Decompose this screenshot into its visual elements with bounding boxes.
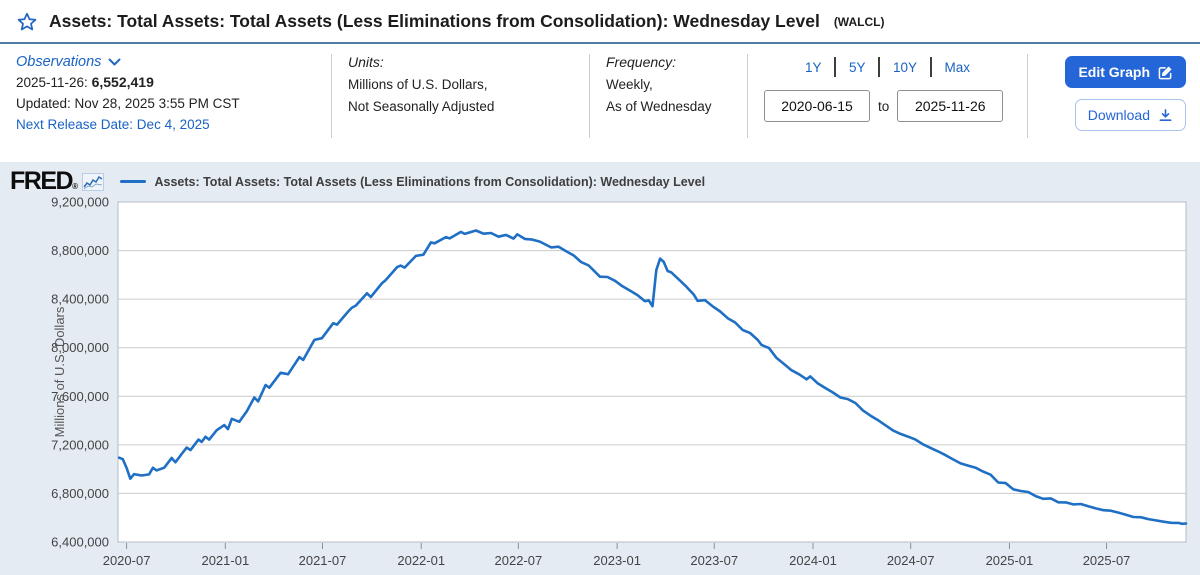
preset-10y[interactable]: 10Y xyxy=(892,59,918,75)
preset-divider xyxy=(930,57,932,77)
observations-column: Observations 2025-11-26: 6,552,419 Updat… xyxy=(16,54,332,138)
actions-column: Edit Graph Download xyxy=(1044,54,1186,138)
svg-text:2025-01: 2025-01 xyxy=(986,553,1034,568)
legend: Assets: Total Assets: Total Assets (Less… xyxy=(120,175,705,189)
svg-text:6,800,000: 6,800,000 xyxy=(51,486,109,501)
updated-text: Updated: Nov 28, 2025 3:55 PM CST xyxy=(16,96,240,111)
observation-value: 6,552,419 xyxy=(91,74,154,90)
svg-text:2024-01: 2024-01 xyxy=(789,553,837,568)
download-icon xyxy=(1159,108,1172,121)
svg-text:8,000,000: 8,000,000 xyxy=(51,340,109,355)
svg-text:6,400,000: 6,400,000 xyxy=(51,535,109,550)
svg-text:2022-07: 2022-07 xyxy=(495,553,543,568)
svg-text:8,800,000: 8,800,000 xyxy=(51,243,109,258)
preset-5y[interactable]: 5Y xyxy=(848,59,866,75)
edit-icon xyxy=(1158,66,1172,79)
frequency-label: Frequency: xyxy=(606,54,677,70)
observations-label: Observations xyxy=(16,54,102,70)
svg-text:2021-01: 2021-01 xyxy=(201,553,249,568)
end-date-input[interactable] xyxy=(897,90,1004,122)
preset-divider xyxy=(878,57,880,77)
start-date-input[interactable] xyxy=(764,90,870,122)
svg-text:2021-07: 2021-07 xyxy=(299,553,347,568)
svg-text:Millions of U.S. Dollars: Millions of U.S. Dollars xyxy=(52,306,67,437)
frequency-column: Frequency: Weekly, As of Wednesday xyxy=(606,54,748,138)
units-value-line2: Not Seasonally Adjusted xyxy=(348,99,495,114)
legend-line-swatch xyxy=(120,180,147,183)
page-title: Assets: Total Assets: Total Assets (Less… xyxy=(49,11,820,31)
svg-text:2023-07: 2023-07 xyxy=(690,553,738,568)
svg-text:8,400,000: 8,400,000 xyxy=(51,292,109,307)
graph-container: FRED® Assets: Total Assets: Total Assets… xyxy=(0,162,1200,575)
date-range-inputs: to xyxy=(764,90,1011,122)
svg-text:2020-07: 2020-07 xyxy=(103,553,151,568)
edit-graph-label: Edit Graph xyxy=(1078,64,1150,80)
svg-text:7,200,000: 7,200,000 xyxy=(51,437,109,452)
observation-date: 2025-11-26: xyxy=(16,75,88,90)
svg-text:9,200,000: 9,200,000 xyxy=(51,195,109,210)
series-meta-bar: Observations 2025-11-26: 6,552,419 Updat… xyxy=(0,44,1200,150)
svg-text:7,600,000: 7,600,000 xyxy=(51,389,109,404)
svg-text:2023-01: 2023-01 xyxy=(593,553,641,568)
units-column: Units: Millions of U.S. Dollars, Not Sea… xyxy=(348,54,590,138)
series-ticker: (WALCL) xyxy=(833,14,885,29)
edit-graph-button[interactable]: Edit Graph xyxy=(1065,56,1186,88)
units-value-line1: Millions of U.S. Dollars, xyxy=(348,77,488,92)
frequency-value-line2: As of Wednesday xyxy=(606,99,712,114)
download-button[interactable]: Download xyxy=(1074,99,1186,131)
svg-text:2025-07: 2025-07 xyxy=(1083,553,1131,568)
graph-header: FRED® Assets: Total Assets: Total Assets… xyxy=(10,169,705,194)
latest-observation: 2025-11-26: 6,552,419 xyxy=(16,74,315,90)
frequency-value-line1: Weekly, xyxy=(606,77,653,92)
svg-text:2024-07: 2024-07 xyxy=(887,553,935,568)
units-label: Units: xyxy=(348,54,384,70)
legend-label: Assets: Total Assets: Total Assets (Less… xyxy=(154,174,706,189)
to-label: to xyxy=(878,98,890,114)
range-presets: 1Y 5Y 10Y Max xyxy=(764,57,1011,77)
preset-max[interactable]: Max xyxy=(944,59,971,75)
fred-logo: FRED® xyxy=(10,167,78,195)
chart[interactable]: 6,400,000 6,800,000 7,200,000 7,600,000 8,00… xyxy=(0,162,1200,575)
svg-text:2022-01: 2022-01 xyxy=(397,553,445,568)
fred-sparkline-icon xyxy=(82,172,105,191)
download-label: Download xyxy=(1087,107,1150,123)
next-release-link[interactable]: Next Release Date: Dec 4, 2025 xyxy=(16,117,210,132)
preset-1y[interactable]: 1Y xyxy=(804,59,822,75)
chevron-down-icon xyxy=(108,58,121,65)
date-range-column: 1Y 5Y 10Y Max to xyxy=(764,54,1028,138)
preset-divider xyxy=(834,57,836,77)
observations-dropdown[interactable]: Observations xyxy=(16,54,315,70)
title-bar: Assets: Total Assets: Total Assets (Less… xyxy=(0,0,1200,44)
favorite-star-icon[interactable] xyxy=(16,11,38,33)
